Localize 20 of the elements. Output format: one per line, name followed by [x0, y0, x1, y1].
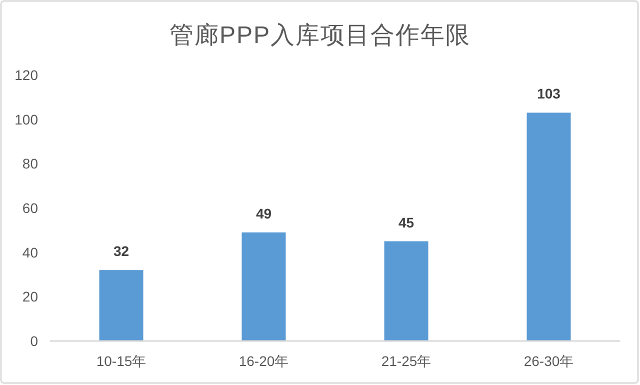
- y-tick-label: 100: [14, 111, 38, 128]
- bar: [526, 112, 571, 341]
- y-tick-label: 80: [22, 156, 38, 172]
- bar: [99, 270, 144, 341]
- chart-title: 管廊PPP入库项目合作年限: [169, 22, 471, 49]
- y-tick-label: 60: [22, 200, 38, 216]
- data-label: 32: [113, 243, 130, 260]
- y-tick-label: 120: [14, 67, 38, 83]
- data-label: 103: [537, 86, 561, 102]
- y-tick-label: 0: [30, 333, 38, 349]
- y-tick-label: 20: [22, 288, 38, 305]
- bar: [384, 241, 428, 341]
- x-tick-label: 10-15年: [96, 353, 146, 369]
- bar: [242, 232, 286, 341]
- x-tick-label: 26-30年: [524, 353, 574, 369]
- x-tick-label: 16-20年: [238, 353, 289, 369]
- x-tick-label: 21-25年: [381, 353, 432, 369]
- y-tick-label: 40: [22, 244, 38, 260]
- data-label: 45: [398, 214, 414, 230]
- data-label: 49: [256, 205, 272, 222]
